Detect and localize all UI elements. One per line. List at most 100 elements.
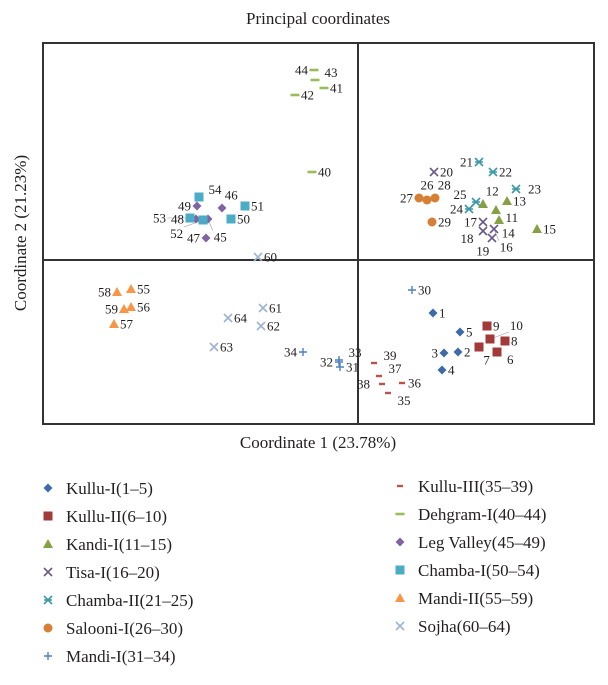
data-point — [474, 157, 484, 167]
legend-label: Mandi-II(55–59) — [418, 589, 533, 608]
chart-title: Principal coordinates — [246, 9, 390, 28]
point-label: 45 — [214, 230, 227, 245]
legend-marker-icon — [395, 537, 405, 547]
data-point — [428, 308, 438, 318]
data-point — [439, 348, 449, 358]
data-point — [256, 321, 266, 331]
point-label: 22 — [499, 165, 512, 180]
data-point — [492, 347, 502, 357]
data-point — [489, 224, 499, 234]
point-label: 53 — [153, 211, 166, 226]
data-point — [290, 93, 300, 97]
data-point — [488, 167, 498, 177]
point-label: 42 — [301, 88, 314, 103]
data-point — [399, 381, 405, 385]
data-point — [511, 184, 521, 194]
legend-marker-icon — [43, 483, 53, 493]
point-label: 15 — [543, 222, 556, 237]
data-point — [471, 197, 481, 207]
point-label: 36 — [408, 376, 422, 391]
data-point — [532, 224, 542, 233]
data-point — [437, 365, 447, 375]
point-label: 24 — [450, 202, 464, 217]
point-label: 4 — [448, 363, 455, 378]
point-label: 18 — [460, 231, 473, 246]
data-point — [464, 204, 474, 214]
data-point — [422, 195, 432, 205]
data-point — [299, 348, 307, 356]
legend-marker-icon — [43, 539, 53, 548]
data-point — [194, 192, 204, 202]
point-label: 41 — [330, 81, 343, 96]
point-label: 39 — [384, 348, 397, 363]
point-label: 62 — [267, 319, 280, 334]
point-label: 40 — [318, 165, 331, 180]
legend-label: Tisa-I(16–20) — [66, 563, 160, 582]
legend-label: Leg Valley(45–49) — [418, 533, 546, 552]
data-point — [379, 382, 385, 386]
data-point — [453, 347, 463, 357]
legend-label: Chamba-II(21–25) — [66, 591, 193, 610]
data-point — [198, 215, 208, 225]
point-label: 13 — [513, 194, 526, 209]
data-point — [487, 233, 497, 243]
data-point — [217, 203, 227, 213]
point-label: 19 — [476, 243, 489, 258]
point-label: 3 — [432, 346, 439, 361]
point-label: 46 — [225, 188, 239, 203]
point-label: 20 — [440, 165, 453, 180]
point-label: 6 — [507, 352, 514, 367]
data-point — [319, 86, 329, 90]
data-point — [430, 193, 440, 203]
point-label: 12 — [486, 184, 499, 199]
legend-marker-icon — [43, 511, 53, 521]
data-point — [192, 201, 202, 211]
point-label: 26 — [421, 178, 435, 193]
legend-label: Dehgram-I(40–44) — [418, 505, 546, 524]
data-point — [478, 199, 488, 208]
legend-label: Salooni-I(26–30) — [66, 619, 183, 638]
point-label: 14 — [502, 225, 516, 240]
point-label: 16 — [500, 240, 514, 255]
data-point — [307, 170, 317, 174]
legend-item: Salooni-I(26–30) — [43, 619, 183, 638]
point-label: 17 — [464, 215, 478, 230]
point-label: 31 — [346, 360, 359, 375]
legend-item: Kandi-I(11–15) — [43, 535, 172, 554]
data-point — [478, 217, 488, 227]
point-label: 56 — [137, 300, 151, 315]
legend-item: Leg Valley(45–49) — [395, 533, 546, 552]
legend-label: Kullu-III(35–39) — [418, 477, 533, 496]
point-label: 51 — [251, 199, 264, 214]
point-label: 27 — [400, 191, 414, 206]
data-point — [112, 287, 122, 296]
data-point — [482, 321, 492, 331]
point-label: 52 — [170, 226, 183, 241]
point-label: 58 — [98, 285, 111, 300]
legend-label: Mandi-I(31–34) — [66, 647, 176, 666]
y-axis-label: Coordinate 2 (21.23%) — [11, 155, 30, 311]
label-leader-line — [493, 228, 500, 241]
point-label: 61 — [269, 301, 282, 316]
data-point — [258, 303, 268, 313]
point-label: 60 — [264, 250, 277, 265]
data-point — [455, 327, 465, 337]
data-point — [126, 284, 136, 293]
point-label: 5 — [466, 325, 473, 340]
point-label: 9 — [493, 319, 500, 334]
x-axis-label: Coordinate 1 (23.78%) — [240, 433, 396, 452]
legend-marker-icon — [397, 484, 403, 488]
data-point — [109, 319, 119, 328]
points-layer — [109, 68, 542, 395]
point-label: 11 — [506, 210, 519, 225]
legend-marker-icon — [43, 623, 53, 633]
point-label: 54 — [209, 182, 223, 197]
point-label: 59 — [105, 302, 118, 317]
plot-frame — [42, 42, 595, 425]
data-point — [335, 356, 343, 364]
point-label: 63 — [220, 340, 233, 355]
legend-marker-icon — [395, 512, 405, 516]
legend-item: Dehgram-I(40–44) — [395, 505, 546, 524]
data-point — [485, 334, 495, 344]
